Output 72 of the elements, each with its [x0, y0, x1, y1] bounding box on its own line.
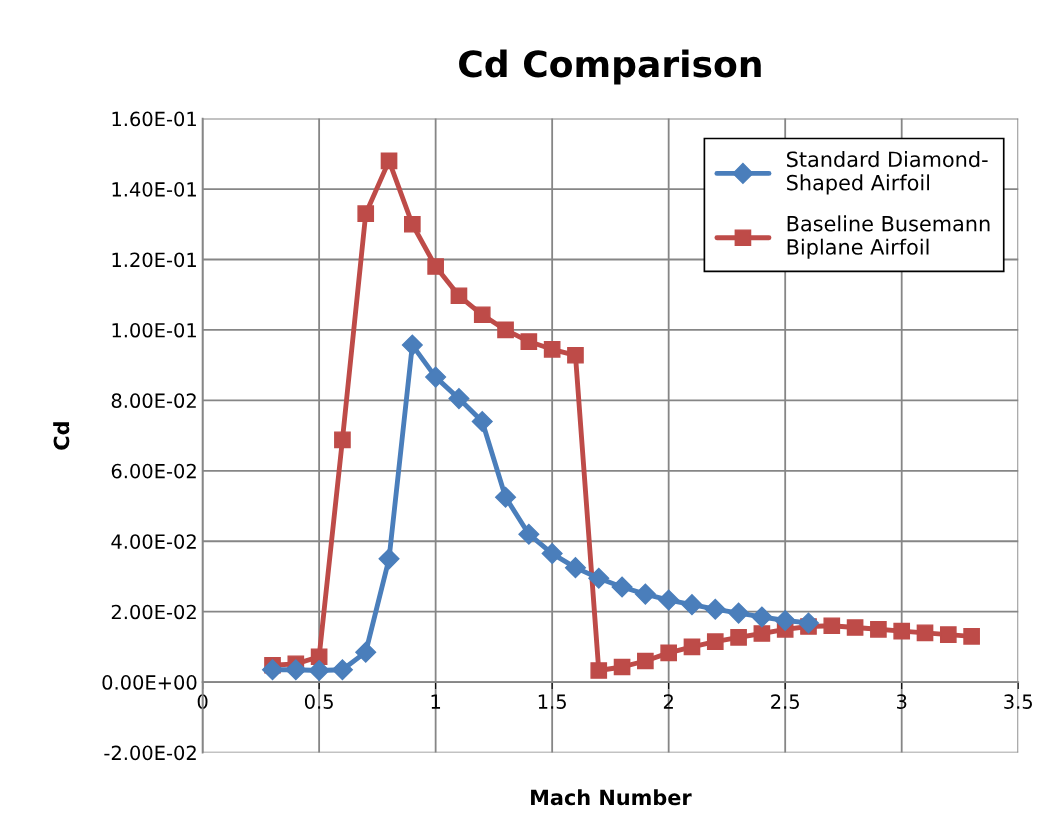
y-tick-label: 0.00E+00: [102, 675, 197, 690]
point: [893, 622, 911, 640]
point: [797, 612, 820, 634]
point: [520, 333, 538, 350]
point: [450, 287, 468, 305]
y-tick-label: -2.00E-02: [104, 745, 196, 761]
point: [588, 567, 610, 589]
y-tick-label: 1.60E-01: [112, 111, 196, 127]
point: [753, 625, 771, 642]
point: [704, 598, 726, 620]
x-tick-label: 1.5: [538, 694, 566, 709]
point: [567, 346, 584, 364]
point: [774, 609, 796, 632]
point: [497, 321, 514, 339]
point: [355, 641, 377, 663]
point: [658, 589, 680, 611]
point: [660, 644, 678, 662]
point: [963, 628, 980, 645]
point: [939, 626, 957, 643]
point: [751, 606, 773, 628]
y-tick-label: 1.00E-01: [112, 322, 196, 338]
point: [404, 215, 421, 233]
point: [541, 543, 563, 565]
x-tick-label: 3.5: [1004, 694, 1032, 709]
point: [401, 334, 423, 356]
point: [590, 662, 608, 679]
y-axis-title: Cd: [53, 422, 70, 450]
point: [823, 617, 841, 635]
x-tick-label: 2: [663, 694, 673, 709]
legend-label: Standard Diamond- Shaped Airfoil: [787, 151, 988, 195]
point: [473, 306, 491, 324]
point: [613, 658, 631, 676]
point: [870, 620, 887, 638]
y-tick-label: 6.00E-02: [111, 463, 196, 479]
x-tick-label: 2.5: [771, 694, 799, 709]
point: [448, 388, 470, 410]
point: [728, 602, 750, 624]
x-tick-label: 0.5: [304, 694, 333, 709]
point: [380, 152, 398, 170]
point: [261, 659, 284, 681]
point: [471, 410, 493, 433]
point: [916, 624, 934, 642]
point: [331, 659, 353, 681]
point: [846, 619, 864, 636]
point: [730, 629, 747, 646]
point: [518, 523, 540, 545]
point: [683, 638, 701, 656]
point: [681, 594, 703, 616]
point: [543, 340, 561, 358]
point: [285, 659, 307, 681]
x-tick-label: 3: [897, 694, 907, 709]
legend-label: Baseline Busemann Biplane Airfoil: [787, 215, 990, 259]
point: [308, 659, 330, 682]
point: [495, 486, 517, 508]
point: [427, 258, 444, 275]
point: [564, 557, 586, 579]
x-axis-title: Mach Number: [531, 789, 692, 806]
point: [634, 583, 656, 605]
point: [334, 431, 351, 449]
x-tick-label: 1: [431, 694, 441, 709]
point: [378, 548, 400, 570]
point: [637, 652, 654, 670]
y-tick-label: 4.00E-02: [111, 534, 196, 549]
point: [357, 205, 375, 223]
point: [706, 633, 724, 650]
point: [425, 366, 447, 388]
y-tick-label: 1.40E-01: [112, 182, 196, 197]
y-tick-label: 1.20E-01: [112, 252, 196, 268]
y-tick-label: 2.00E-02: [111, 604, 196, 620]
y-tick-label: 8.00E-02: [111, 393, 196, 409]
point: [611, 576, 633, 598]
chart-title: Cd Comparison: [459, 49, 761, 85]
